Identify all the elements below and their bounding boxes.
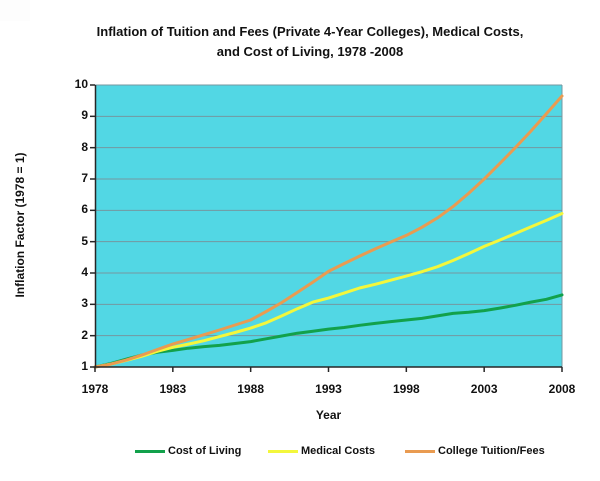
chart-title: Inflation of Tuition and Fees (Private 4… [50,22,570,62]
legend-label-medical-costs: Medical Costs [301,445,375,457]
x-tick-label-1978: 1978 [81,382,109,396]
x-tick-label-1993: 1993 [315,382,342,396]
x-tick-label-1998: 1998 [392,382,420,396]
y-tick-label-7: 7 [81,171,88,185]
y-tick-label-9: 9 [81,108,88,123]
y-tick-label-4: 4 [81,265,88,279]
y-tick-label-8: 8 [81,139,88,154]
legend: Cost of Living Medical Costs College Tui… [95,443,562,463]
plot-svg [90,84,564,372]
legend-item-college-tuition: College Tuition/Fees [405,443,545,459]
y-axis-title: Inflation Factor (1978 = 1) [13,152,27,298]
plot-area [90,84,564,372]
x-tick-label-1988: 1988 [237,382,264,396]
y-tick-label-3: 3 [81,296,88,311]
y-tick-label-6: 6 [81,202,88,217]
college-tuition-line-swatch [405,449,435,453]
cost-of-living-line-swatch [135,449,165,453]
y-tick-label-1: 1 [81,359,88,373]
y-tick-label-2: 2 [81,327,88,342]
x-tick-label-2003: 2003 [470,382,498,396]
y-tick-label-5: 5 [81,233,88,248]
chart-title-line1: Inflation of Tuition and Fees (Private 4… [96,24,524,39]
x-tick-label-2008: 2008 [548,382,576,396]
legend-item-cost-of-living: Cost of Living [135,443,241,459]
y-tick-label-10: 10 [74,77,88,91]
legend-item-medical-costs: Medical Costs [268,443,375,459]
x-axis-title: Year [315,408,342,422]
corner-artifact [0,0,30,21]
legend-label-college-tuition: College Tuition/Fees [438,445,545,457]
medical-costs-line-swatch [268,449,298,453]
legend-label-cost-of-living: Cost of Living [168,445,242,457]
x-tick-label-1983: 1983 [159,382,187,396]
chart-title-line2: and Cost of Living, 1978 -2008 [216,44,404,59]
